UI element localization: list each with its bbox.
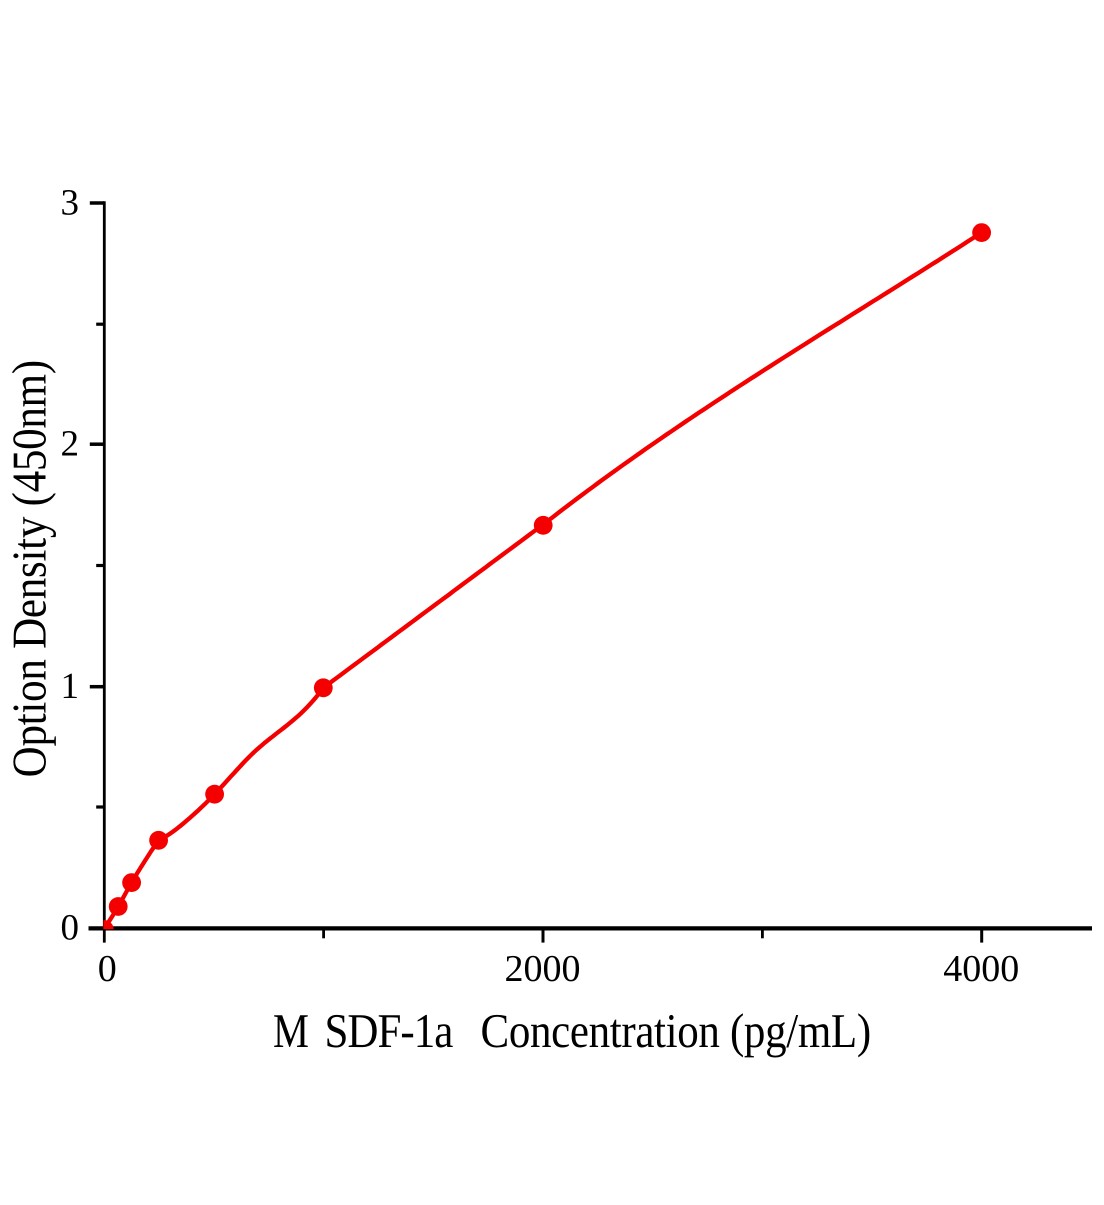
svg-text:1: 1: [61, 666, 80, 707]
svg-text:2: 2: [61, 424, 80, 465]
svg-text:SDF-1a: SDF-1a: [325, 1005, 454, 1058]
svg-text:3: 3: [61, 182, 80, 223]
svg-text:M: M: [273, 1005, 309, 1058]
svg-text:Option Density (450nm): Option Density (450nm): [4, 360, 57, 777]
svg-text:Concentration (pg/mL): Concentration (pg/mL): [481, 1005, 871, 1058]
svg-text:0: 0: [98, 948, 117, 990]
svg-text:4000: 4000: [943, 948, 1019, 990]
svg-text:2000: 2000: [505, 948, 581, 990]
svg-text:0: 0: [61, 908, 80, 949]
